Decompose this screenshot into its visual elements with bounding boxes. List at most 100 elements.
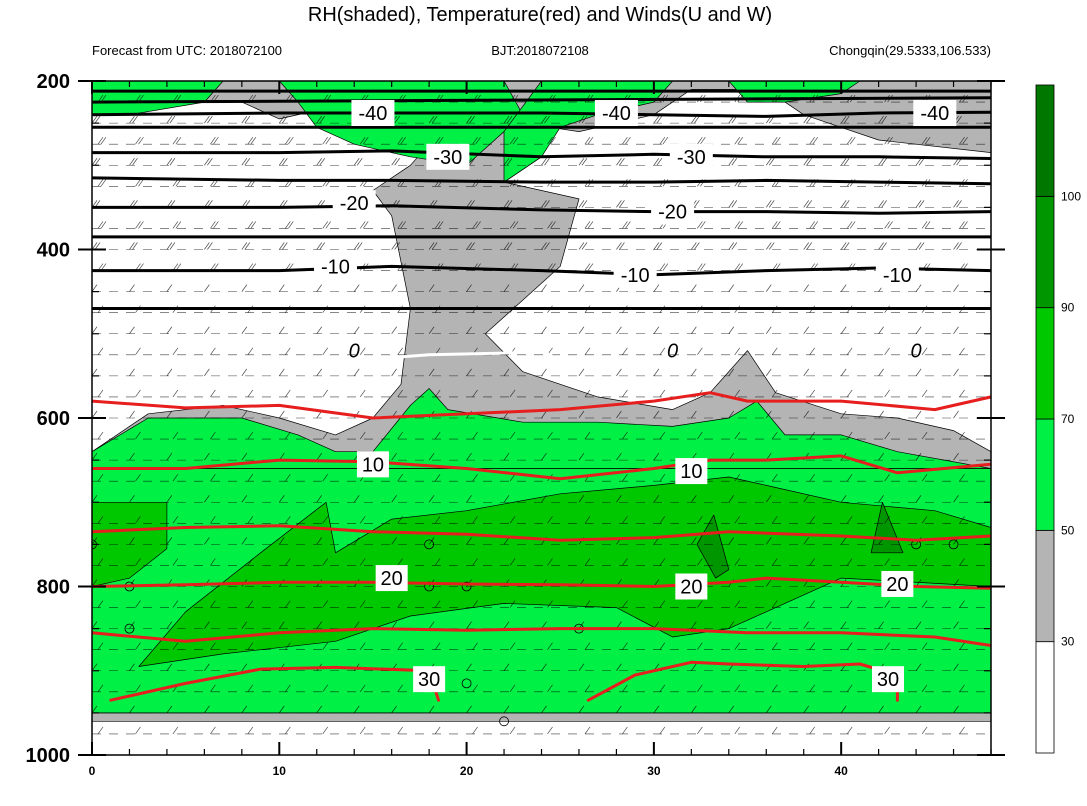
wind-barb-875-38-a xyxy=(809,642,815,650)
wind-barb-775-10-a xyxy=(285,558,291,566)
wind-barb-750-34-a xyxy=(728,537,735,545)
wind-barb-525-38-a xyxy=(809,347,815,356)
wind-barb-250-22-a xyxy=(503,115,510,124)
chart-title: RH(shaded), Temperature(red) and Winds(U… xyxy=(308,4,772,26)
wind-barb-275-18-a xyxy=(434,136,441,145)
wind-barb-200-30-b xyxy=(656,81,658,82)
wind-barb-275-42-b xyxy=(887,136,893,145)
wind-barb-775-4-a xyxy=(172,558,179,566)
isotherm-label-14: 10 xyxy=(680,461,702,483)
wind-barb-675-34-a xyxy=(734,473,741,482)
wind-barb-975-24-a xyxy=(547,726,553,735)
wind-barb-200-44-a xyxy=(916,81,917,82)
wind-barb-650-4-a xyxy=(166,452,173,461)
wind-barb-275-24-b xyxy=(550,136,556,145)
wind-barb-625-2-a xyxy=(135,431,141,440)
wind-barb-925-32-a xyxy=(697,684,703,693)
wind-barb-675-10-a xyxy=(285,473,291,482)
wind-barb-275-0-a xyxy=(97,136,104,145)
wind-barb-400-2-a xyxy=(129,242,135,250)
wind-barb-375-20-a xyxy=(472,221,478,229)
wind-barb-200-10-b xyxy=(282,81,283,82)
wind-barb-600-38-a xyxy=(803,410,809,419)
wind-barb-900-2-a xyxy=(129,663,135,671)
wind-barb-525-36-a xyxy=(771,347,778,356)
isotherm--10-9 xyxy=(92,264,991,277)
wind-barb-875-0-a xyxy=(97,642,104,650)
wind-barb-725-6-a xyxy=(210,516,216,524)
wind-barb-525-48-a xyxy=(997,348,1002,355)
wind-barb-825-22-a xyxy=(509,600,516,608)
wind-barb-275-2-b xyxy=(138,136,144,145)
wind-barb-675-28-a xyxy=(622,473,628,482)
wind-barb-600-34-a xyxy=(728,410,735,419)
wind-barb-500-26-a xyxy=(578,326,585,334)
wind-barb-350-42-a xyxy=(878,200,884,208)
wind-barb-975-30-a xyxy=(659,726,666,735)
wind-barb-525-4-a xyxy=(172,347,179,356)
wind-barb-325-2-b xyxy=(138,179,144,187)
wind-barb-650-22-a xyxy=(503,452,510,461)
isotherm-0-7 xyxy=(371,350,553,361)
wind-barb-975-28-a xyxy=(622,726,628,735)
wind-barb-300-38-b xyxy=(806,158,812,166)
wind-barb-225-48-a xyxy=(997,95,1002,102)
isotherm-10-5 xyxy=(92,454,991,481)
wind-barb-200-42-a xyxy=(878,81,880,82)
wind-barb-300-22-b xyxy=(506,158,513,166)
wind-barb-975-14-a xyxy=(359,726,366,735)
wind-barb-200-38-a xyxy=(803,81,805,82)
wind-barb-600-0-a xyxy=(92,410,98,419)
wind-barb-300-42-a xyxy=(878,158,884,166)
wind-barb-625-16-a xyxy=(397,431,403,440)
wind-barb-950-20-a xyxy=(466,705,472,714)
wind-barb-575-18-a xyxy=(434,389,441,398)
wind-barb-375-34-b xyxy=(737,221,744,229)
wind-barb-300-20-b xyxy=(469,158,475,166)
wind-barb-450-36-a xyxy=(765,284,772,292)
wind-barb-450-4-a xyxy=(166,284,173,292)
wind-barb-275-20-a xyxy=(472,136,478,145)
wind-barb-950-2-a xyxy=(129,705,135,714)
wind-barb-425-30-a xyxy=(659,263,666,271)
wind-barb-600-36-a xyxy=(765,410,772,419)
wind-barb-350-46-b xyxy=(956,200,962,208)
wind-barb-200-4-b xyxy=(169,81,171,82)
isotherm-label-13: 10 xyxy=(362,454,384,476)
wind-barb-400-18-b xyxy=(431,242,438,250)
isotherm-label-box-14 xyxy=(675,458,708,485)
subtitle-bjt-time: BJT:2018072108 xyxy=(491,43,589,58)
wind-barb-375-10-a xyxy=(285,221,291,229)
wind-barb-775-40-a xyxy=(846,558,853,566)
x-tick-label-40: 40 xyxy=(834,764,848,778)
wind-barb-925-14-a xyxy=(359,684,366,693)
wind-barb-275-8-a xyxy=(247,136,254,145)
wind-barb-200-32-b xyxy=(694,81,695,82)
wind-barb-575-34-a xyxy=(734,389,741,398)
colorbar-label-100: 100 xyxy=(1061,189,1081,203)
wind-barb-825-10-a xyxy=(285,600,291,608)
wind-barb-525-6-a xyxy=(210,347,216,356)
wind-barb-550-12-a xyxy=(316,368,323,377)
wind-barb-200-38-b xyxy=(806,81,808,82)
y-tick-label-200: 200 xyxy=(37,71,70,93)
wind-barb-500-2-a xyxy=(129,326,135,334)
isotherm-label-3: -30 xyxy=(433,147,462,169)
wind-barb-200-22-a xyxy=(504,81,505,82)
wind-barb-850-22-a xyxy=(503,621,510,629)
wind-barb-625-12-a xyxy=(322,431,329,440)
wind-barb-650-42-a xyxy=(878,452,884,461)
wind-barb-675-44-a xyxy=(921,473,928,482)
wind-barb-400-32-b xyxy=(694,242,700,250)
wind-barb-725-24-a xyxy=(547,516,553,524)
wind-barb-350-26-a xyxy=(578,200,585,208)
isotherm-label-8: -10 xyxy=(621,265,650,287)
wind-barb-650-0-a xyxy=(92,452,98,461)
wind-barb-400-28-b xyxy=(619,242,625,250)
wind-barb-875-36-a xyxy=(771,642,778,650)
x-tick-label-0: 0 xyxy=(89,764,96,778)
wind-barb-550-22-a xyxy=(503,368,510,377)
colorbar-box-5 xyxy=(1035,84,1055,197)
wind-barb-350-26-b xyxy=(581,200,588,208)
